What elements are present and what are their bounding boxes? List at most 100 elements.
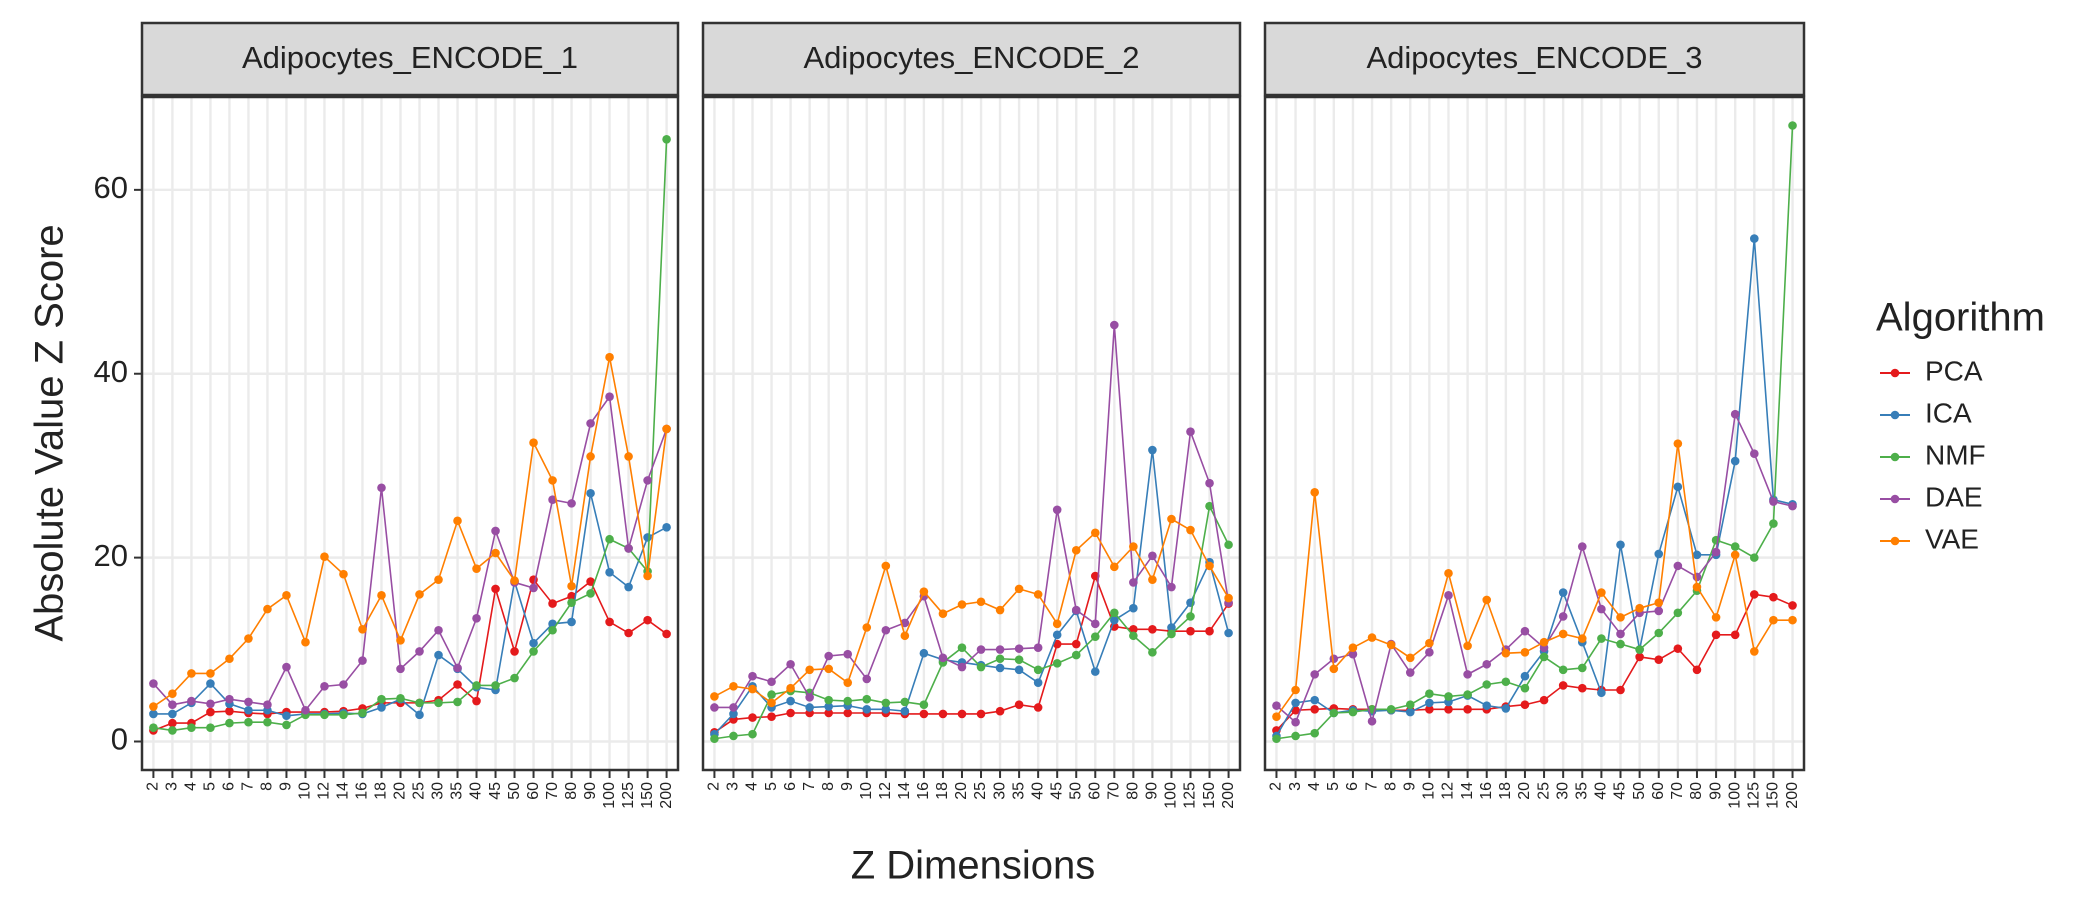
data-point xyxy=(1052,630,1062,640)
data-point xyxy=(244,717,253,727)
data-point xyxy=(1129,631,1138,641)
data-point xyxy=(1597,634,1606,643)
data-point xyxy=(919,587,929,596)
data-point xyxy=(1654,628,1664,638)
data-point xyxy=(862,623,872,632)
data-point xyxy=(1692,665,1702,675)
data-point xyxy=(805,665,814,675)
data-point xyxy=(1090,667,1100,676)
data-point xyxy=(1167,514,1176,524)
x-tick-label: 10 xyxy=(297,782,314,800)
data-point xyxy=(1110,320,1119,330)
data-point xyxy=(710,692,719,701)
data-point xyxy=(225,718,234,728)
data-point xyxy=(1750,234,1759,243)
data-point xyxy=(415,647,424,656)
data-point xyxy=(168,726,177,735)
data-point xyxy=(862,694,872,704)
data-point xyxy=(415,590,424,599)
data-point xyxy=(377,694,386,704)
x-tick-label: 18 xyxy=(373,782,390,800)
data-point xyxy=(1616,685,1625,695)
data-point xyxy=(320,552,329,561)
x-tick-label: 25 xyxy=(411,782,428,800)
data-point xyxy=(605,392,614,402)
data-point xyxy=(415,698,424,708)
data-point xyxy=(843,696,853,706)
data-point xyxy=(548,625,557,635)
data-point xyxy=(434,698,443,708)
data-point xyxy=(662,134,671,144)
data-point xyxy=(1673,561,1683,571)
x-tick-label: 2 xyxy=(1268,782,1285,791)
data-point xyxy=(1463,641,1472,651)
series-line xyxy=(1275,443,1793,718)
data-point xyxy=(919,709,929,719)
data-point xyxy=(377,703,386,712)
data-point xyxy=(168,700,177,710)
data-point xyxy=(187,723,196,733)
data-point xyxy=(1033,678,1043,687)
x-tick-label: 70 xyxy=(1106,782,1123,800)
x-tick-label: 70 xyxy=(544,782,561,800)
data-point xyxy=(1673,644,1683,653)
data-point xyxy=(301,705,310,715)
data-point xyxy=(919,700,929,710)
data-point xyxy=(729,731,738,741)
x-tick-label: 60 xyxy=(1650,782,1667,800)
data-point xyxy=(434,650,443,660)
data-point xyxy=(1463,705,1472,714)
data-point xyxy=(1577,634,1587,643)
data-point xyxy=(529,638,538,648)
data-point xyxy=(643,571,652,581)
x-tick-label: 125 xyxy=(1182,782,1199,809)
data-point xyxy=(491,548,500,558)
data-point xyxy=(1224,628,1233,638)
data-point xyxy=(1463,670,1472,679)
data-point xyxy=(1750,590,1759,599)
strip-title: Adipocytes_ENCODE_3 xyxy=(1367,40,1703,75)
legend-label: NMF xyxy=(1925,439,1986,470)
data-point xyxy=(567,581,576,591)
data-point xyxy=(1539,652,1549,662)
data-point xyxy=(1205,626,1214,636)
strip-background xyxy=(701,21,1242,97)
data-point xyxy=(567,617,576,627)
data-point xyxy=(1539,695,1549,705)
panel-border xyxy=(701,95,1242,772)
x-tick-label: 70 xyxy=(1669,782,1686,800)
x-tick-label: 3 xyxy=(1287,782,1304,791)
legend-label: VAE xyxy=(1925,523,1979,554)
data-point xyxy=(1597,588,1606,597)
x-tick-label: 5 xyxy=(763,782,780,791)
data-point xyxy=(1501,704,1511,713)
data-point xyxy=(1597,604,1606,614)
data-point xyxy=(786,696,795,706)
data-point xyxy=(1616,639,1625,649)
data-point xyxy=(1291,717,1300,727)
data-point xyxy=(1635,603,1644,613)
x-tick-label: 150 xyxy=(1765,782,1782,809)
data-point xyxy=(1129,603,1138,613)
data-point xyxy=(1730,550,1740,560)
data-point xyxy=(396,636,405,645)
data-point xyxy=(244,705,253,715)
x-tick-label: 90 xyxy=(1144,782,1161,800)
data-point xyxy=(729,682,738,691)
panel-border xyxy=(1263,95,1806,772)
data-point xyxy=(206,699,215,709)
x-tick-label: 6 xyxy=(1344,782,1361,791)
data-point xyxy=(995,605,1005,615)
data-point xyxy=(1444,705,1453,714)
data-point xyxy=(1090,528,1100,538)
series-line xyxy=(714,517,1230,704)
data-point xyxy=(624,544,633,553)
data-point xyxy=(1272,734,1281,744)
x-tick-label: 35 xyxy=(1010,782,1027,800)
x-tick-label: 2 xyxy=(145,782,162,791)
data-point xyxy=(206,679,215,688)
data-point xyxy=(1224,593,1233,603)
x-tick-label: 20 xyxy=(392,782,409,800)
data-point xyxy=(377,591,386,600)
data-point xyxy=(1444,568,1453,578)
